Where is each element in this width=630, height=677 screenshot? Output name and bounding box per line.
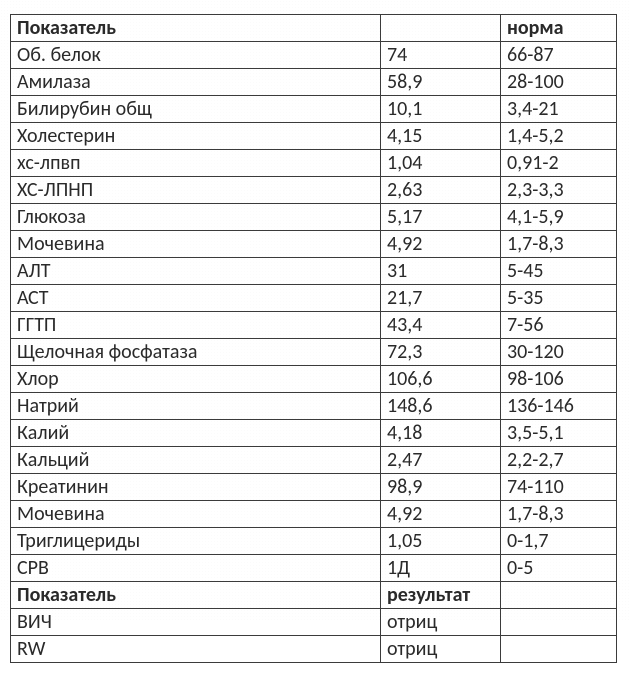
- data-cell: RW: [11, 636, 381, 663]
- data-cell: 2,63: [381, 177, 501, 204]
- table-row: Мочевина4,921,7-8,3: [11, 231, 617, 258]
- data-cell: Холестерин: [11, 123, 381, 150]
- data-cell: 1,7-8,3: [501, 501, 617, 528]
- data-cell: Калий: [11, 420, 381, 447]
- data-cell: 2,3-3,3: [501, 177, 617, 204]
- data-cell: 30-120: [501, 339, 617, 366]
- data-cell: ВИЧ: [11, 609, 381, 636]
- data-cell: 72,3: [381, 339, 501, 366]
- data-cell: 0-1,7: [501, 528, 617, 555]
- data-cell: ГГТП: [11, 312, 381, 339]
- data-cell: СРВ: [11, 555, 381, 582]
- data-cell: [501, 636, 617, 663]
- table-row: Калий4,183,5-5,1: [11, 420, 617, 447]
- data-cell: 43,4: [381, 312, 501, 339]
- data-cell: 148,6: [381, 393, 501, 420]
- data-cell: 0,91-2: [501, 150, 617, 177]
- data-cell: 5-35: [501, 285, 617, 312]
- data-cell: Кальций: [11, 447, 381, 474]
- table-row: Натрий148,6136-146: [11, 393, 617, 420]
- data-cell: Билирубин общ: [11, 96, 381, 123]
- header-cell: результат: [381, 582, 501, 609]
- data-cell: 21,7: [381, 285, 501, 312]
- data-cell: 2,47: [381, 447, 501, 474]
- data-cell: 10,1: [381, 96, 501, 123]
- header-cell: Показатель: [11, 582, 381, 609]
- data-cell: 3,4-21: [501, 96, 617, 123]
- data-cell: 1,4-5,2: [501, 123, 617, 150]
- table-row: Кальций2,472,2-2,7: [11, 447, 617, 474]
- header-cell: [501, 582, 617, 609]
- table-body: ПоказательнормаОб. белок7466-87Амилаза58…: [11, 15, 617, 663]
- data-cell: 98,9: [381, 474, 501, 501]
- table-row: Об. белок7466-87: [11, 42, 617, 69]
- table-row: Креатинин98,974-110: [11, 474, 617, 501]
- data-cell: Хлор: [11, 366, 381, 393]
- header-cell: [381, 15, 501, 42]
- data-cell: 2,2-2,7: [501, 447, 617, 474]
- table-row: ХС-ЛПНП2,632,3-3,3: [11, 177, 617, 204]
- header-cell: норма: [501, 15, 617, 42]
- data-cell: Креатинин: [11, 474, 381, 501]
- table-row: Амилаза58,928-100: [11, 69, 617, 96]
- data-cell: 4,18: [381, 420, 501, 447]
- table-row: RWотриц: [11, 636, 617, 663]
- data-cell: 4,1-5,9: [501, 204, 617, 231]
- data-cell: ХС-ЛПНП: [11, 177, 381, 204]
- data-cell: 31: [381, 258, 501, 285]
- data-cell: Глюкоза: [11, 204, 381, 231]
- data-cell: 4,92: [381, 231, 501, 258]
- data-cell: 0-5: [501, 555, 617, 582]
- data-cell: 1,04: [381, 150, 501, 177]
- table-row: Мочевина4,921,7-8,3: [11, 501, 617, 528]
- table-row: АЛТ315-45: [11, 258, 617, 285]
- data-cell: 4,92: [381, 501, 501, 528]
- data-cell: АЛТ: [11, 258, 381, 285]
- table-header-row: Показательрезультат: [11, 582, 617, 609]
- data-cell: Мочевина: [11, 231, 381, 258]
- data-cell: отриц: [381, 609, 501, 636]
- data-cell: отриц: [381, 636, 501, 663]
- data-cell: Щелочная фосфатаза: [11, 339, 381, 366]
- table-row: Триглицериды1,050-1,7: [11, 528, 617, 555]
- table-row: ГГТП43,47-56: [11, 312, 617, 339]
- data-cell: 4,15: [381, 123, 501, 150]
- data-cell: 66-87: [501, 42, 617, 69]
- data-cell: Триглицериды: [11, 528, 381, 555]
- table-row: Билирубин общ10,13,4-21: [11, 96, 617, 123]
- data-cell: Натрий: [11, 393, 381, 420]
- data-cell: 106,6: [381, 366, 501, 393]
- data-cell: 7-56: [501, 312, 617, 339]
- data-cell: 74-110: [501, 474, 617, 501]
- data-cell: 1,05: [381, 528, 501, 555]
- table-row: Щелочная фосфатаза72,330-120: [11, 339, 617, 366]
- data-cell: АСТ: [11, 285, 381, 312]
- data-cell: 74: [381, 42, 501, 69]
- data-cell: 98-106: [501, 366, 617, 393]
- table-row: хс-лпвп1,040,91-2: [11, 150, 617, 177]
- data-cell: 58,9: [381, 69, 501, 96]
- data-cell: 136-146: [501, 393, 617, 420]
- data-cell: 28-100: [501, 69, 617, 96]
- table-row: АСТ21,75-35: [11, 285, 617, 312]
- data-cell: Об. белок: [11, 42, 381, 69]
- table-row: Холестерин4,151,4-5,2: [11, 123, 617, 150]
- data-cell: 1,7-8,3: [501, 231, 617, 258]
- table-row: ВИЧотриц: [11, 609, 617, 636]
- table-row: СРВ1Д0-5: [11, 555, 617, 582]
- data-cell: 5,17: [381, 204, 501, 231]
- table-row: Хлор106,698-106: [11, 366, 617, 393]
- data-cell: 3,5-5,1: [501, 420, 617, 447]
- table-header-row: Показатель норма: [11, 15, 617, 42]
- data-cell: Амилаза: [11, 69, 381, 96]
- data-cell: 1Д: [381, 555, 501, 582]
- table-row: Глюкоза5,174,1-5,9: [11, 204, 617, 231]
- data-cell: [501, 609, 617, 636]
- data-cell: 5-45: [501, 258, 617, 285]
- lab-results-table: ПоказательнормаОб. белок7466-87Амилаза58…: [10, 14, 617, 663]
- data-cell: Мочевина: [11, 501, 381, 528]
- data-cell: хс-лпвп: [11, 150, 381, 177]
- header-cell: Показатель: [11, 15, 381, 42]
